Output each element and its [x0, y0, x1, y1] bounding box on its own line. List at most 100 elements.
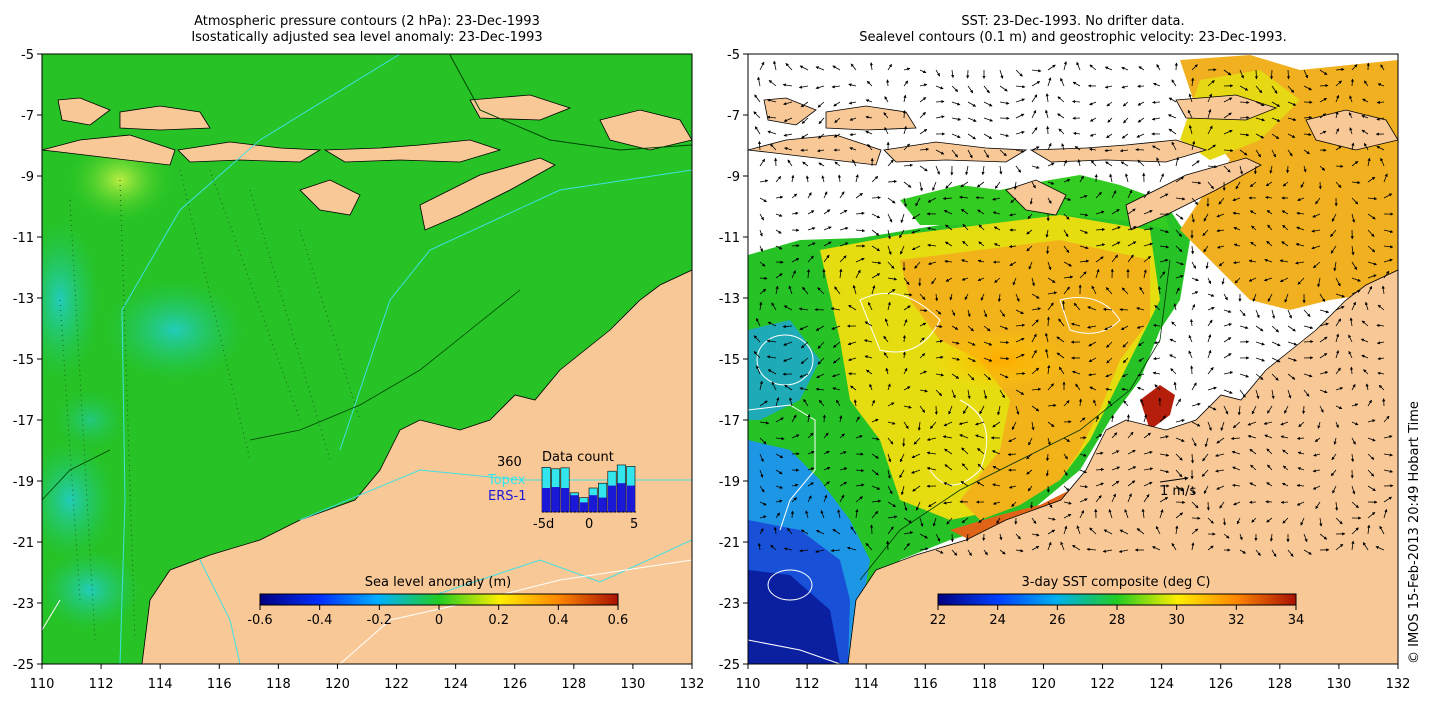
- left-title-line2: Isostatically adjusted sea level anomaly…: [191, 30, 543, 45]
- velocity-arrow: [1047, 77, 1052, 87]
- velocity-arrow: [791, 414, 797, 423]
- velocity-arrow: [1287, 325, 1296, 332]
- left-ytick-label: -11: [13, 231, 34, 246]
- velocity-arrow: [759, 158, 766, 167]
- velocity-arrow: [1167, 114, 1177, 119]
- velocity-arrow: [1367, 157, 1371, 167]
- right-xtick-label: 124: [1149, 677, 1174, 692]
- velocity-arrow: [1126, 414, 1130, 423]
- velocity-arrow: [1079, 213, 1089, 217]
- left-colorbar: Sea level anomaly (m) -0.6 -0.4 -0.2 0 0.2 0.…: [247, 575, 628, 628]
- velocity-arrow: [756, 365, 761, 375]
- velocity-arrow: [806, 268, 811, 279]
- geostrophic-velocity-arrows: [753, 60, 1394, 558]
- velocity-arrow: [850, 385, 857, 391]
- velocity-arrow: [1223, 353, 1232, 359]
- left-map: [42, 54, 692, 664]
- velocity-arrow: [1143, 210, 1153, 215]
- velocity-arrow: [1175, 437, 1185, 442]
- velocity-arrow: [978, 224, 985, 231]
- velocity-arrow: [1105, 287, 1113, 295]
- velocity-arrow: [887, 197, 896, 204]
- velocity-arrow: [1207, 319, 1213, 327]
- velocity-arrow: [855, 174, 859, 183]
- velocity-arrow: [1239, 373, 1250, 378]
- velocity-arrow: [983, 85, 990, 94]
- velocity-arrow: [964, 293, 969, 301]
- velocity-arrow: [1255, 117, 1266, 122]
- velocity-arrow: [1287, 85, 1295, 93]
- velocity-arrow: [1239, 309, 1246, 317]
- inset-bar-ers: [626, 485, 635, 512]
- velocity-arrow: [1153, 82, 1161, 87]
- velocity-arrow: [1266, 240, 1273, 247]
- velocity-arrow: [1351, 197, 1359, 205]
- velocity-arrow: [823, 209, 831, 215]
- velocity-arrow: [1063, 245, 1070, 254]
- velocity-arrow: [1122, 341, 1129, 348]
- velocity-arrow: [967, 325, 974, 332]
- velocity-arrow: [903, 386, 911, 391]
- velocity-arrow: [817, 287, 825, 295]
- velocity-arrow: [1216, 229, 1225, 233]
- velocity-arrow: [1215, 453, 1225, 457]
- velocity-arrow: [903, 293, 913, 297]
- velocity-arrow: [1223, 293, 1228, 301]
- velocity-arrow: [799, 65, 809, 71]
- velocity-arrow: [943, 501, 953, 505]
- velocity-arrow: [1376, 117, 1385, 121]
- velocity-arrow: [839, 209, 848, 215]
- left-xtick-label: 114: [148, 677, 173, 692]
- velocity-arrow: [887, 469, 891, 479]
- velocity-arrow: [871, 437, 880, 441]
- velocity-arrow: [1350, 453, 1355, 463]
- velocity-arrow: [1187, 109, 1193, 119]
- velocity-arrow: [759, 213, 764, 221]
- inset-bar-ers: [570, 495, 579, 512]
- left-ytick-label: -23: [13, 597, 34, 612]
- velocity-arrow: [1191, 261, 1197, 269]
- velocity-arrow: [1095, 451, 1104, 455]
- velocity-arrow: [1015, 309, 1024, 315]
- velocity-arrow: [944, 241, 953, 247]
- velocity-arrow: [1351, 403, 1359, 407]
- velocity-arrow: [1281, 482, 1289, 487]
- velocity-arrow: [817, 133, 825, 139]
- velocity-arrow: [887, 437, 894, 445]
- velocity-arrow: [935, 309, 942, 315]
- velocity-arrow: [1302, 405, 1306, 415]
- velocity-arrow: [1071, 370, 1081, 375]
- velocity-arrow: [1188, 93, 1193, 103]
- velocity-arrow: [1367, 437, 1376, 442]
- velocity-arrow: [870, 524, 874, 535]
- velocity-arrow: [849, 132, 857, 137]
- velocity-arrow: [919, 181, 923, 192]
- velocity-arrow: [1159, 271, 1166, 279]
- velocity-arrow: [1107, 400, 1113, 407]
- velocity-arrow: [1009, 213, 1017, 217]
- velocity-arrow: [1191, 382, 1197, 391]
- velocity-arrow: [919, 370, 927, 375]
- left-ytick-label: -9: [21, 170, 34, 185]
- left-xtick-label: 130: [620, 677, 645, 692]
- velocity-arrow: [1335, 111, 1339, 119]
- velocity-arrow: [886, 79, 890, 87]
- velocity-arrow: [999, 85, 1008, 92]
- velocity-arrow: [1031, 127, 1038, 135]
- velocity-arrow: [999, 356, 1010, 361]
- velocity-arrow: [1189, 318, 1194, 327]
- velocity-arrow: [962, 240, 969, 247]
- velocity-arrow: [1015, 149, 1025, 153]
- velocity-arrow: [759, 288, 767, 295]
- velocity-arrow: [871, 273, 881, 279]
- velocity-arrow: [1251, 405, 1257, 415]
- velocity-arrow: [1121, 373, 1129, 378]
- velocity-arrow: [1047, 277, 1056, 283]
- velocity-arrow: [1367, 197, 1378, 201]
- velocity-arrow: [1191, 421, 1201, 427]
- velocity-arrow: [978, 241, 985, 247]
- velocity-arrow: [807, 467, 815, 471]
- velocity-arrow: [1207, 386, 1217, 391]
- velocity-arrow: [975, 434, 985, 439]
